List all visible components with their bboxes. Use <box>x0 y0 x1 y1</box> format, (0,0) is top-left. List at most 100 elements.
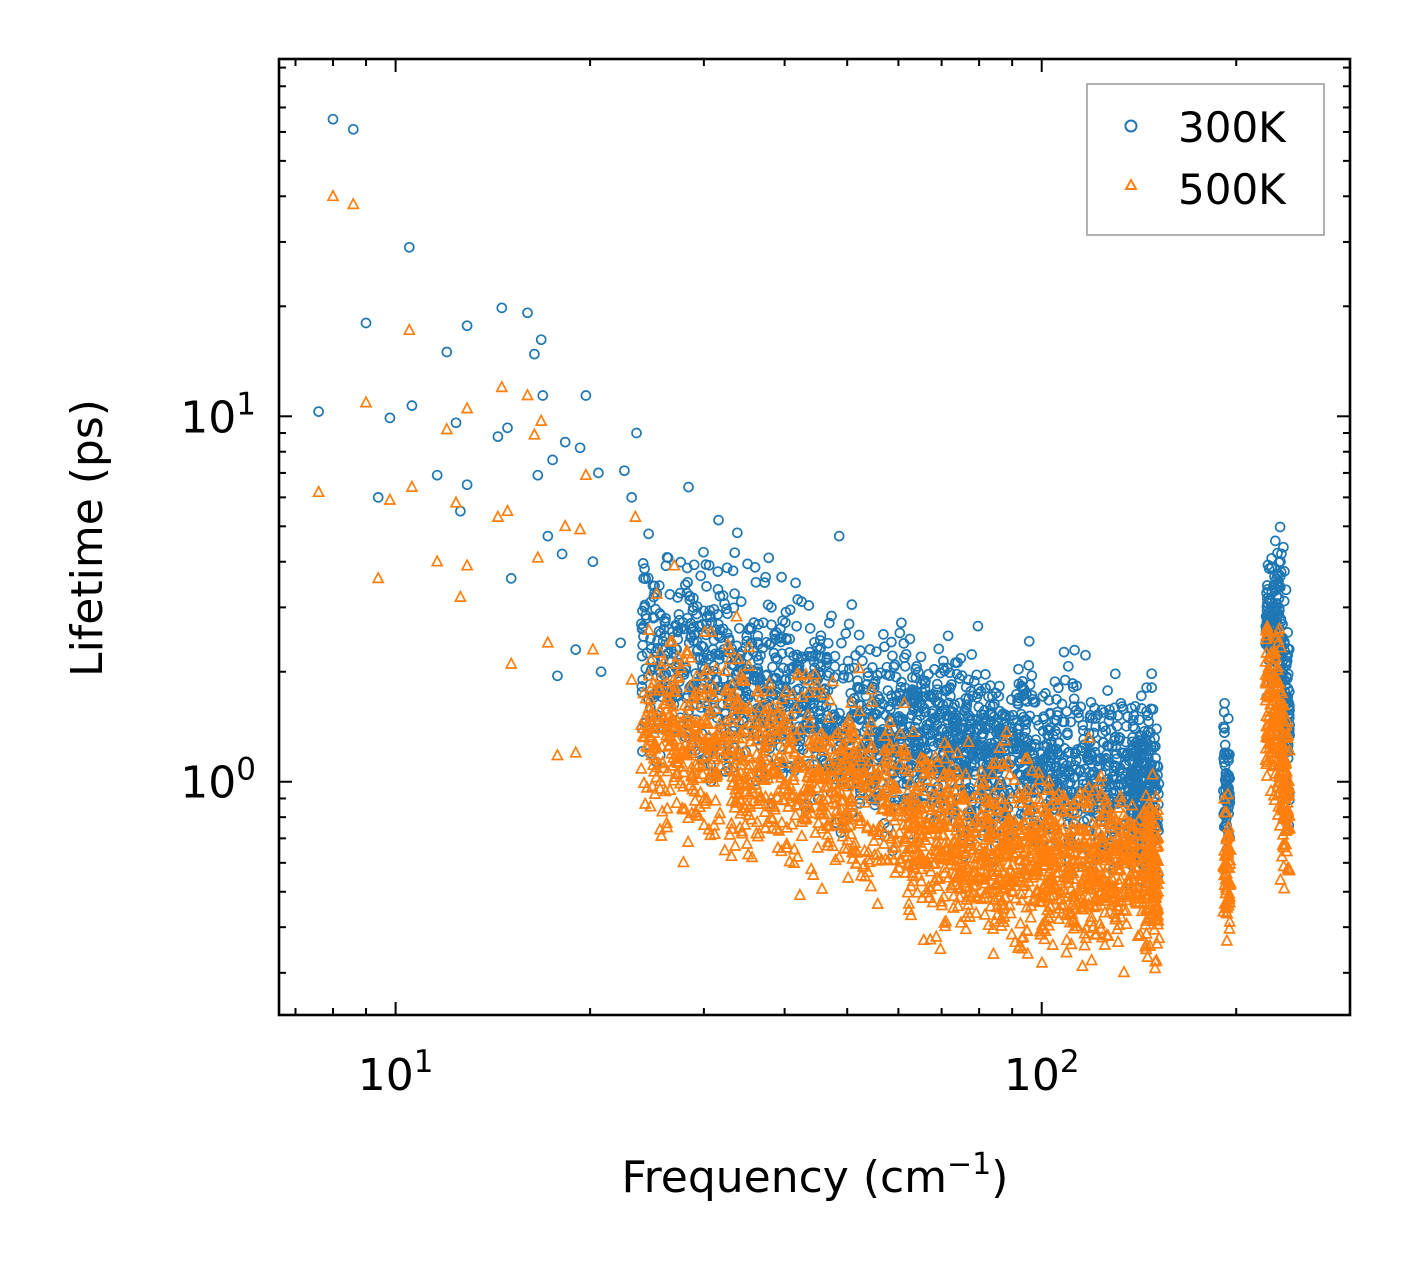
data-point-300k <box>987 691 998 702</box>
data-point-500k <box>734 724 748 737</box>
data-point-500k <box>843 737 857 750</box>
data-point-300k <box>1090 713 1101 724</box>
data-point-300k <box>795 730 806 742</box>
data-point-300k <box>955 732 966 744</box>
data-point-500k <box>928 855 942 869</box>
data-point-300k <box>871 708 882 720</box>
data-point-500k <box>763 758 777 772</box>
data-point-300k <box>784 647 795 658</box>
data-point-300k <box>1273 592 1285 604</box>
data-point-300k <box>1108 770 1119 782</box>
data-point-500k <box>759 820 772 833</box>
data-point-500k <box>1043 888 1057 902</box>
data-point-500k <box>853 738 867 751</box>
data-point-500k <box>777 750 791 763</box>
data-point-300k <box>655 610 667 621</box>
data-point-500k <box>1114 789 1127 802</box>
data-point-500k <box>977 871 991 884</box>
data-point-500k <box>749 777 763 790</box>
data-point-300k <box>648 612 660 624</box>
data-point-300k <box>707 644 719 655</box>
data-point-300k <box>768 647 780 659</box>
data-point-500k <box>835 818 849 831</box>
data-point-500k <box>642 622 656 635</box>
data-point-500k <box>660 675 674 688</box>
data-point-500k <box>1042 872 1056 885</box>
data-point-500k <box>1033 772 1046 785</box>
data-point-500k <box>1142 801 1156 814</box>
data-point-300k <box>1130 776 1141 787</box>
data-point-500k <box>667 713 681 726</box>
data-point-300k <box>703 559 715 571</box>
data-point-500k <box>772 765 786 778</box>
data-point-300k <box>823 722 835 734</box>
data-point-300k <box>779 695 791 707</box>
data-point-500k <box>870 853 884 866</box>
data-point-500k <box>846 851 859 864</box>
data-point-300k <box>1051 743 1062 755</box>
data-point-500k <box>901 785 915 798</box>
data-point-500k <box>970 856 984 869</box>
data-point-500k <box>792 791 806 804</box>
data-point-300k <box>1109 668 1121 680</box>
data-point-300k <box>972 620 984 632</box>
data-point-500k <box>1223 877 1236 891</box>
data-point-500k <box>722 725 736 738</box>
data-point-300k <box>698 546 709 558</box>
data-point-500k <box>953 775 967 788</box>
data-point-500k <box>773 748 787 761</box>
data-point-500k <box>730 609 744 622</box>
data-point-300k <box>721 562 733 574</box>
data-point-300k <box>1074 764 1086 776</box>
data-point-300k <box>932 698 944 709</box>
data-point-500k <box>752 791 766 804</box>
data-point-500k <box>1094 835 1108 848</box>
data-point-500k <box>860 821 874 834</box>
data-point-300k <box>934 697 945 708</box>
data-point-500k <box>697 738 710 751</box>
data-point-300k <box>931 678 943 690</box>
data-point-500k <box>817 793 831 806</box>
data-point-500k <box>660 728 673 741</box>
data-point-500k <box>1062 824 1076 838</box>
data-point-300k <box>1109 702 1120 714</box>
data-point-500k <box>955 831 969 845</box>
data-point-300k <box>1278 541 1289 553</box>
data-point-500k <box>974 782 988 796</box>
data-point-500k <box>648 683 662 696</box>
data-point-300k <box>788 661 799 673</box>
data-point-300k <box>1045 773 1057 784</box>
data-point-300k <box>853 629 865 641</box>
data-point-300k <box>1069 747 1081 758</box>
data-point-500k <box>926 820 940 833</box>
data-point-300k <box>570 644 582 655</box>
data-point-300k <box>888 661 900 673</box>
data-point-500k <box>1070 918 1084 932</box>
data-point-500k <box>1052 864 1066 878</box>
data-point-500k <box>1013 825 1027 838</box>
data-point-500k <box>740 836 754 849</box>
data-point-500k <box>1073 821 1087 835</box>
data-point-500k <box>959 767 973 780</box>
data-point-300k <box>710 624 722 636</box>
data-point-500k <box>865 694 879 707</box>
data-point-500k <box>1022 828 1036 842</box>
data-point-500k <box>935 898 949 911</box>
data-point-500k <box>732 651 745 664</box>
data-point-500k <box>994 847 1008 860</box>
data-point-500k <box>1113 862 1127 875</box>
data-point-500k <box>1101 928 1115 941</box>
data-point-500k <box>1129 849 1143 862</box>
data-point-300k <box>718 673 729 684</box>
data-point-300k <box>327 113 339 125</box>
data-point-500k <box>1099 801 1113 814</box>
data-point-500k <box>1009 891 1023 904</box>
data-point-500k <box>1086 882 1100 895</box>
data-point-500k <box>854 813 868 826</box>
data-point-500k <box>1092 824 1106 837</box>
data-point-300k <box>1149 776 1161 788</box>
data-point-300k <box>1080 649 1091 661</box>
data-point-300k <box>1263 563 1275 574</box>
data-point-500k <box>707 752 721 765</box>
data-point-500k <box>1000 848 1013 861</box>
